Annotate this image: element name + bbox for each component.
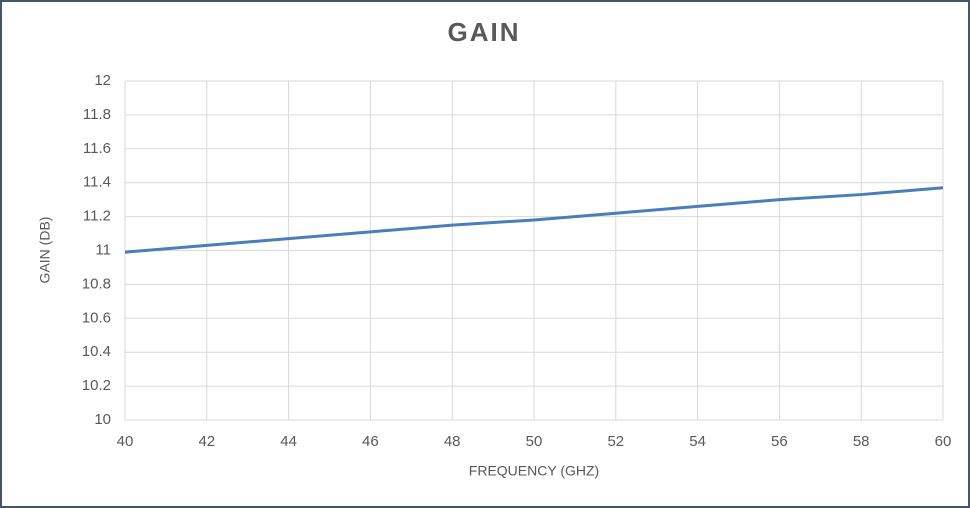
y-tick-label: 10.8 [82,275,111,292]
y-tick-label: 10.4 [82,343,111,360]
data-line [124,186,944,254]
x-tick-label: 54 [689,433,706,450]
y-tick-label: 11 [95,241,111,258]
x-tick-label: 48 [444,433,461,450]
x-tick-label: 52 [607,433,624,450]
x-tick-label: 46 [362,433,379,450]
y-tick-label: 11.6 [83,140,111,157]
y-tick-label: 11.2 [83,208,111,225]
y-tick-label: 10.6 [82,309,111,326]
x-tick-label: 60 [935,433,952,450]
x-tick-label: 40 [117,433,134,450]
y-tick-label: 10.2 [82,377,111,394]
x-tick-label: 56 [771,433,788,450]
x-tick-label: 42 [198,433,215,450]
chart-title: GAIN [448,17,521,47]
y-tick-label: 11.4 [83,174,111,191]
y-tick-label: 12 [94,72,111,89]
x-tick-label: 50 [526,433,543,450]
x-axis-title: FREQUENCY (GHZ) [469,463,599,479]
y-tick-label: 10 [94,411,111,428]
y-tick-label: 11.8 [83,106,111,123]
x-tick-label: 44 [280,433,297,450]
x-tick-label: 58 [853,433,870,450]
y-axis-title: GAIN (DB) [37,217,53,284]
